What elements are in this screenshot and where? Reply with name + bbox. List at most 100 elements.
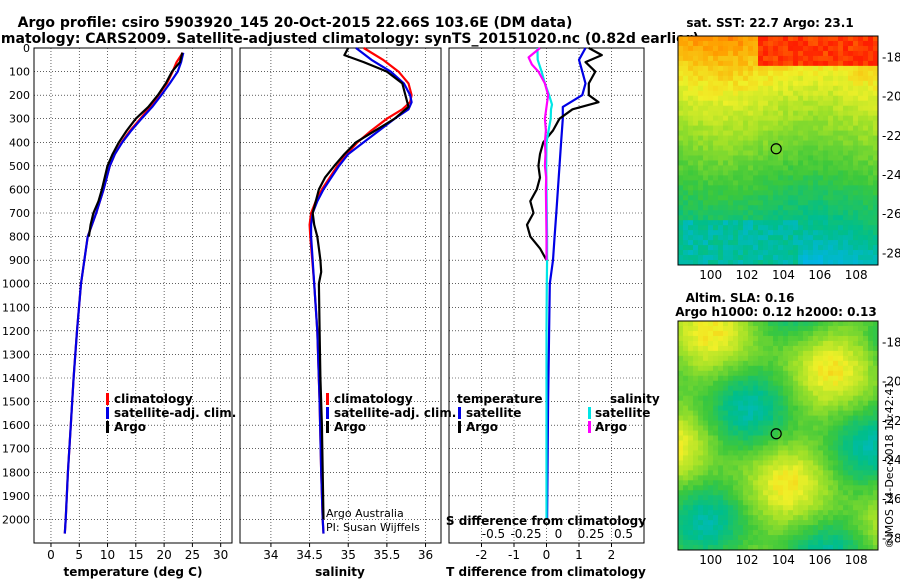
heatmap-cell bbox=[853, 385, 859, 392]
heatmap-cell bbox=[768, 215, 774, 221]
heatmap-cell bbox=[783, 115, 789, 122]
heatmap-cell bbox=[773, 40, 779, 47]
heatmap-cell bbox=[733, 510, 739, 516]
heatmap-cell bbox=[743, 70, 749, 77]
heatmap-cell bbox=[693, 150, 699, 156]
heatmap-cell bbox=[858, 240, 864, 246]
heatmap-cell bbox=[863, 95, 869, 102]
heatmap-cell bbox=[848, 410, 854, 416]
heatmap-cell bbox=[858, 250, 864, 256]
heatmap-cell bbox=[808, 335, 814, 342]
heatmap-cell bbox=[863, 185, 869, 191]
difference-series bbox=[525, 47, 603, 520]
heatmap-cell bbox=[848, 435, 854, 441]
heatmap-cell bbox=[678, 475, 684, 481]
heatmap-cell bbox=[778, 165, 784, 171]
heatmap-cell bbox=[723, 250, 729, 256]
heatmap-cell bbox=[688, 445, 694, 451]
heatmap-cell bbox=[838, 375, 844, 382]
heatmap-cell bbox=[718, 465, 724, 471]
heatmap-cell bbox=[703, 210, 709, 216]
heatmap-cell bbox=[873, 325, 879, 332]
heatmap-cell bbox=[788, 185, 794, 191]
heatmap-cell bbox=[858, 90, 864, 97]
heatmap-cell bbox=[863, 520, 869, 526]
heatmap-cell bbox=[703, 235, 709, 241]
heatmap-cell bbox=[728, 500, 734, 506]
heatmap-cell bbox=[848, 425, 854, 431]
heatmap-cell bbox=[698, 455, 704, 461]
heatmap-cell bbox=[838, 450, 844, 456]
heatmap-cell bbox=[838, 430, 844, 436]
heatmap-cell bbox=[833, 405, 839, 412]
heatmap-cell bbox=[863, 165, 869, 171]
heatmap-cell bbox=[743, 470, 749, 476]
heatmap-cell bbox=[823, 385, 829, 392]
heatmap-cell bbox=[733, 135, 739, 141]
heatmap-cell bbox=[738, 400, 744, 407]
heatmap-cell bbox=[843, 535, 849, 541]
heatmap-cell bbox=[783, 45, 789, 52]
heatmap-cell bbox=[728, 455, 734, 461]
heatmap-cell bbox=[868, 225, 874, 231]
heatmap-cell bbox=[858, 385, 864, 392]
heatmap-cell bbox=[728, 40, 734, 47]
heatmap-cell bbox=[788, 410, 794, 416]
heatmap-cell bbox=[788, 325, 794, 332]
heatmap-cell bbox=[848, 45, 854, 52]
heatmap-cell bbox=[828, 235, 834, 241]
heatmap-cell bbox=[808, 375, 814, 382]
heatmap-cell bbox=[868, 210, 874, 216]
heatmap-cell bbox=[748, 205, 754, 211]
heatmap-cell bbox=[768, 425, 774, 431]
heatmap-cell bbox=[738, 370, 744, 377]
depth-tick-label: 1400 bbox=[2, 372, 30, 385]
heatmap-cell bbox=[738, 75, 744, 82]
heatmap-cell bbox=[868, 520, 874, 526]
heatmap-cell bbox=[683, 370, 689, 377]
heatmap-cell bbox=[698, 150, 704, 156]
heatmap-cell bbox=[748, 475, 754, 481]
heatmap-cell bbox=[823, 435, 829, 441]
heatmap-cell bbox=[693, 155, 699, 161]
heatmap-cell bbox=[863, 420, 869, 426]
heatmap-cell bbox=[758, 535, 764, 541]
heatmap-cell bbox=[818, 100, 824, 107]
heatmap-cell bbox=[808, 535, 814, 541]
heatmap-cell bbox=[808, 435, 814, 441]
heatmap-cell bbox=[808, 540, 814, 546]
heatmap-cell bbox=[708, 505, 714, 511]
heatmap-cell bbox=[853, 350, 859, 357]
heatmap-cell bbox=[828, 240, 834, 246]
heatmap-cell bbox=[768, 125, 774, 131]
heatmap-cell bbox=[723, 40, 729, 47]
heatmap-cell bbox=[823, 365, 829, 372]
heatmap-cell bbox=[823, 190, 829, 196]
heatmap-cell bbox=[738, 130, 744, 136]
heatmap-cell bbox=[873, 375, 879, 382]
heatmap-cell bbox=[708, 445, 714, 451]
heatmap-cell bbox=[828, 360, 834, 367]
heatmap-cell bbox=[848, 105, 854, 112]
heatmap-cell bbox=[828, 190, 834, 196]
heatmap-cell bbox=[803, 130, 809, 136]
heatmap-cell bbox=[768, 180, 774, 186]
heatmap-cell bbox=[678, 155, 684, 161]
heatmap-cell bbox=[773, 180, 779, 186]
heatmap-cell bbox=[813, 235, 819, 241]
heatmap-cell bbox=[783, 230, 789, 236]
heatmap-cell bbox=[728, 130, 734, 136]
heatmap-cell bbox=[858, 200, 864, 206]
heatmap-cell bbox=[783, 400, 789, 407]
heatmap-cell bbox=[708, 400, 714, 407]
heatmap-cell bbox=[793, 390, 799, 397]
heatmap-cell bbox=[758, 45, 764, 52]
heatmap-cell bbox=[793, 470, 799, 476]
heatmap-cell bbox=[868, 480, 874, 486]
heatmap-cell bbox=[868, 495, 874, 501]
heatmap-cell bbox=[778, 540, 784, 546]
heatmap-cell bbox=[753, 325, 759, 332]
heatmap-cell bbox=[778, 115, 784, 122]
heatmap-cell bbox=[803, 520, 809, 526]
heatmap-cell bbox=[863, 465, 869, 471]
